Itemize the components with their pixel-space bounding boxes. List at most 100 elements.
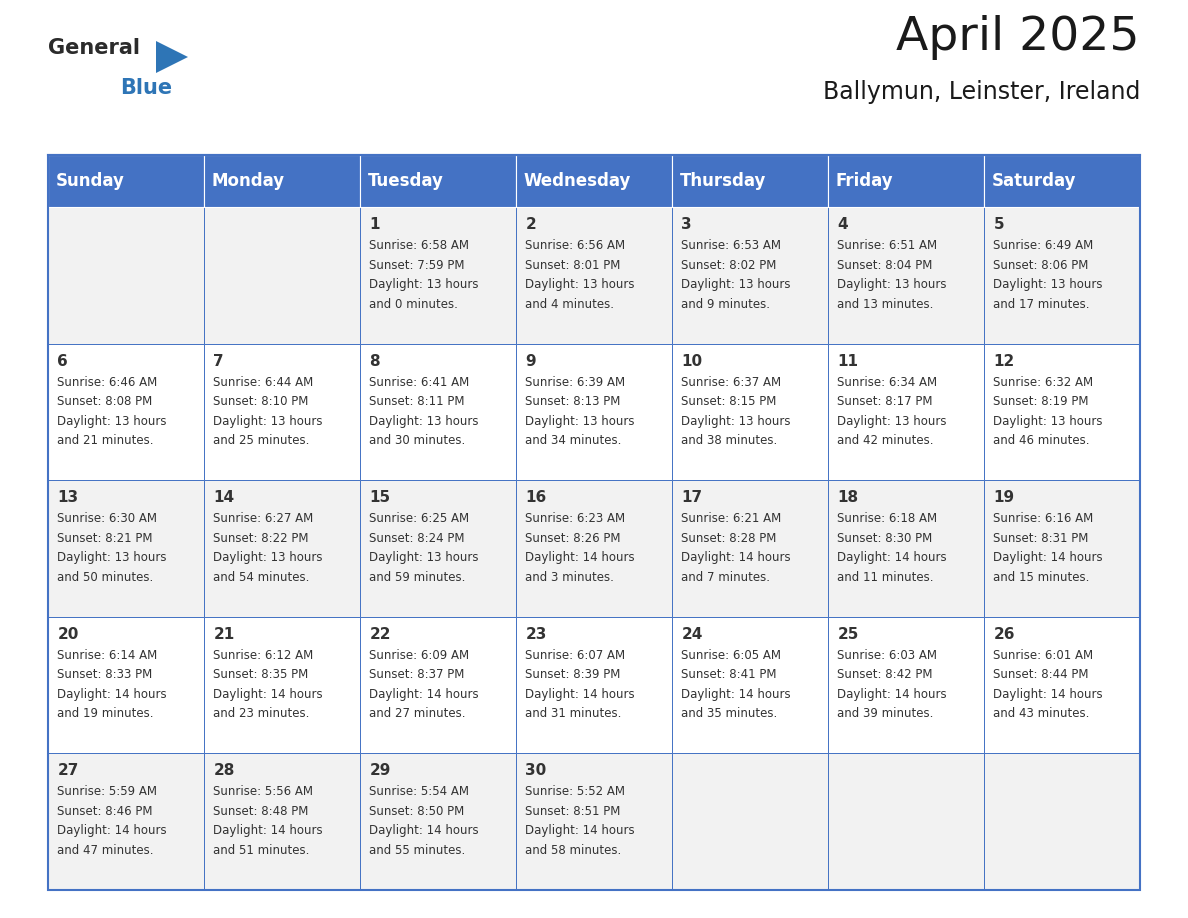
Text: and 11 minutes.: and 11 minutes.: [838, 571, 934, 584]
Text: 20: 20: [57, 627, 78, 642]
Text: Sunrise: 6:16 AM: Sunrise: 6:16 AM: [993, 512, 1094, 525]
Text: Sunrise: 6:49 AM: Sunrise: 6:49 AM: [993, 239, 1094, 252]
Text: Sunrise: 5:59 AM: Sunrise: 5:59 AM: [57, 786, 157, 799]
Text: and 17 minutes.: and 17 minutes.: [993, 297, 1089, 310]
Text: Daylight: 14 hours: Daylight: 14 hours: [682, 688, 791, 700]
Bar: [360, 754, 516, 890]
Text: Sunset: 8:11 PM: Sunset: 8:11 PM: [369, 395, 465, 409]
Text: 22: 22: [369, 627, 391, 642]
Bar: [984, 480, 1140, 617]
Text: Sunset: 7:59 PM: Sunset: 7:59 PM: [369, 259, 465, 272]
Text: Ballymun, Leinster, Ireland: Ballymun, Leinster, Ireland: [822, 80, 1140, 104]
Text: Daylight: 13 hours: Daylight: 13 hours: [682, 278, 791, 291]
Text: Sunset: 8:10 PM: Sunset: 8:10 PM: [214, 395, 309, 409]
Text: Daylight: 13 hours: Daylight: 13 hours: [369, 415, 479, 428]
Text: Sunrise: 6:56 AM: Sunrise: 6:56 AM: [525, 239, 626, 252]
Text: 11: 11: [838, 353, 859, 369]
Text: and 3 minutes.: and 3 minutes.: [525, 571, 614, 584]
Text: and 9 minutes.: and 9 minutes.: [682, 297, 770, 310]
Text: Daylight: 14 hours: Daylight: 14 hours: [369, 824, 479, 837]
Bar: [48, 480, 204, 617]
Text: Daylight: 14 hours: Daylight: 14 hours: [993, 688, 1102, 700]
Text: and 55 minutes.: and 55 minutes.: [369, 844, 466, 856]
Text: and 50 minutes.: and 50 minutes.: [57, 571, 153, 584]
Text: Sunset: 8:48 PM: Sunset: 8:48 PM: [214, 805, 309, 818]
Bar: [204, 617, 360, 754]
Text: and 7 minutes.: and 7 minutes.: [682, 571, 770, 584]
Text: Sunrise: 6:27 AM: Sunrise: 6:27 AM: [214, 512, 314, 525]
Text: Daylight: 13 hours: Daylight: 13 hours: [57, 415, 166, 428]
Text: 24: 24: [682, 627, 703, 642]
Text: Sunrise: 6:34 AM: Sunrise: 6:34 AM: [838, 375, 937, 388]
Bar: [984, 207, 1140, 343]
Text: Sunset: 8:24 PM: Sunset: 8:24 PM: [369, 532, 465, 544]
Text: Sunrise: 6:21 AM: Sunrise: 6:21 AM: [682, 512, 782, 525]
Text: 10: 10: [682, 353, 702, 369]
Bar: [672, 754, 828, 890]
Text: Sunset: 8:39 PM: Sunset: 8:39 PM: [525, 668, 621, 681]
Bar: [828, 207, 984, 343]
Bar: [204, 754, 360, 890]
Text: Sunrise: 6:18 AM: Sunrise: 6:18 AM: [838, 512, 937, 525]
Text: Daylight: 13 hours: Daylight: 13 hours: [993, 415, 1102, 428]
Text: Daylight: 14 hours: Daylight: 14 hours: [838, 688, 947, 700]
Text: 27: 27: [57, 764, 78, 778]
Text: Daylight: 13 hours: Daylight: 13 hours: [525, 415, 634, 428]
Text: Sunset: 8:46 PM: Sunset: 8:46 PM: [57, 805, 153, 818]
Text: Sunrise: 6:37 AM: Sunrise: 6:37 AM: [682, 375, 782, 388]
Text: Sunrise: 6:12 AM: Sunrise: 6:12 AM: [214, 649, 314, 662]
Text: 2: 2: [525, 217, 536, 232]
Text: Daylight: 14 hours: Daylight: 14 hours: [838, 551, 947, 565]
Text: Sunset: 8:44 PM: Sunset: 8:44 PM: [993, 668, 1089, 681]
Bar: [516, 617, 672, 754]
Bar: [672, 617, 828, 754]
Text: Sunset: 8:17 PM: Sunset: 8:17 PM: [838, 395, 933, 409]
Text: 1: 1: [369, 217, 380, 232]
Text: Daylight: 14 hours: Daylight: 14 hours: [57, 688, 168, 700]
Text: Daylight: 13 hours: Daylight: 13 hours: [214, 415, 323, 428]
Text: Sunrise: 5:56 AM: Sunrise: 5:56 AM: [214, 786, 314, 799]
Text: Sunrise: 6:23 AM: Sunrise: 6:23 AM: [525, 512, 626, 525]
Text: Thursday: Thursday: [680, 172, 766, 190]
Bar: [828, 480, 984, 617]
Text: Sunset: 8:42 PM: Sunset: 8:42 PM: [838, 668, 933, 681]
Bar: [672, 155, 828, 207]
Text: Daylight: 14 hours: Daylight: 14 hours: [214, 688, 323, 700]
Text: and 42 minutes.: and 42 minutes.: [838, 434, 934, 447]
Text: and 38 minutes.: and 38 minutes.: [682, 434, 778, 447]
Text: April 2025: April 2025: [897, 15, 1140, 60]
Bar: [48, 155, 1140, 890]
Text: Sunset: 8:51 PM: Sunset: 8:51 PM: [525, 805, 621, 818]
Text: and 21 minutes.: and 21 minutes.: [57, 434, 154, 447]
Text: 18: 18: [838, 490, 859, 505]
Text: Monday: Monday: [211, 172, 285, 190]
Text: Sunrise: 6:58 AM: Sunrise: 6:58 AM: [369, 239, 469, 252]
Text: Sunset: 8:13 PM: Sunset: 8:13 PM: [525, 395, 621, 409]
Text: Sunrise: 6:53 AM: Sunrise: 6:53 AM: [682, 239, 782, 252]
Text: 5: 5: [993, 217, 1004, 232]
Text: Daylight: 13 hours: Daylight: 13 hours: [369, 551, 479, 565]
Bar: [516, 480, 672, 617]
Text: Sunrise: 6:41 AM: Sunrise: 6:41 AM: [369, 375, 469, 388]
Text: Sunrise: 6:30 AM: Sunrise: 6:30 AM: [57, 512, 157, 525]
Text: 14: 14: [214, 490, 234, 505]
Text: 15: 15: [369, 490, 391, 505]
Text: Sunset: 8:19 PM: Sunset: 8:19 PM: [993, 395, 1089, 409]
Text: Daylight: 13 hours: Daylight: 13 hours: [57, 551, 166, 565]
Text: Daylight: 14 hours: Daylight: 14 hours: [525, 824, 634, 837]
Text: 12: 12: [993, 353, 1015, 369]
Text: Daylight: 14 hours: Daylight: 14 hours: [57, 824, 168, 837]
Text: Daylight: 14 hours: Daylight: 14 hours: [525, 551, 634, 565]
Bar: [828, 754, 984, 890]
Text: 28: 28: [214, 764, 235, 778]
Text: and 15 minutes.: and 15 minutes.: [993, 571, 1089, 584]
Bar: [360, 155, 516, 207]
Text: Wednesday: Wednesday: [524, 172, 631, 190]
Text: Sunset: 8:08 PM: Sunset: 8:08 PM: [57, 395, 152, 409]
Text: Sunset: 8:28 PM: Sunset: 8:28 PM: [682, 532, 777, 544]
Text: Sunset: 8:30 PM: Sunset: 8:30 PM: [838, 532, 933, 544]
Text: and 35 minutes.: and 35 minutes.: [682, 707, 778, 721]
Text: and 0 minutes.: and 0 minutes.: [369, 297, 459, 310]
Text: Sunset: 8:01 PM: Sunset: 8:01 PM: [525, 259, 621, 272]
Text: Sunset: 8:22 PM: Sunset: 8:22 PM: [214, 532, 309, 544]
